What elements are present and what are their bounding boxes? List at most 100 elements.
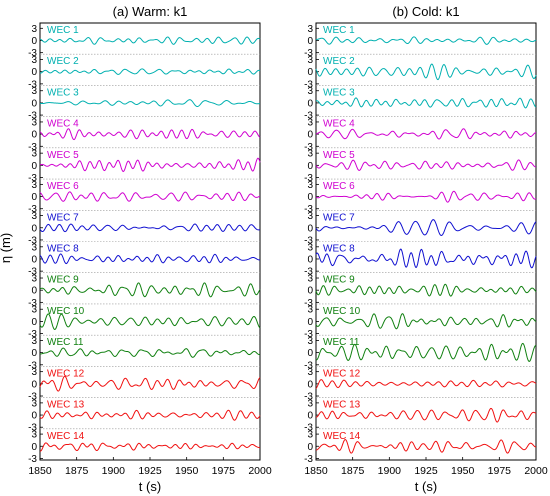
y-tick-label: 0 xyxy=(31,192,37,203)
y-tick-label: 0 xyxy=(307,411,313,422)
series-label: WEC 13 xyxy=(323,400,361,411)
series-label: WEC 8 xyxy=(47,244,79,255)
x-tick-label: 2000 xyxy=(248,465,272,477)
series-line-wec-2 xyxy=(39,68,261,75)
y-tick-label: 3 xyxy=(307,242,313,253)
chart-title: (a) Warm: k1 xyxy=(113,4,188,19)
y-tick-label: -3 xyxy=(304,454,313,465)
y-tick-label: 3 xyxy=(307,211,313,222)
x-tick-label: 1975 xyxy=(212,465,236,477)
series-line-wec-14 xyxy=(315,438,537,454)
series-label: WEC 11 xyxy=(47,337,84,348)
y-tick-label: 3 xyxy=(31,149,37,160)
y-tick-label: -3 xyxy=(304,298,313,309)
y-tick-label: -3 xyxy=(28,298,37,309)
y-tick-label: -3 xyxy=(304,392,313,403)
series-label: WEC 6 xyxy=(323,181,355,192)
series-line-wec-4 xyxy=(39,128,261,141)
x-tick-label: 1850 xyxy=(28,465,52,477)
x-tick-label: 2000 xyxy=(524,465,548,477)
y-tick-label: 0 xyxy=(307,192,313,203)
series-line-wec-2 xyxy=(315,63,537,81)
series-line-wec-11 xyxy=(315,342,537,362)
y-tick-label: 3 xyxy=(307,117,313,128)
series-line-wec-8 xyxy=(39,253,261,265)
y-tick-label: 0 xyxy=(307,36,313,47)
series-label: WEC 7 xyxy=(47,212,79,223)
x-tick-label: 1975 xyxy=(488,465,512,477)
series-line-wec-3 xyxy=(315,97,537,109)
y-tick-label: 3 xyxy=(31,55,37,66)
y-tick-label: 0 xyxy=(307,98,313,109)
x-axis-label: t (s) xyxy=(139,479,161,494)
x-tick-label: 1950 xyxy=(451,465,475,477)
y-tick-label: -3 xyxy=(304,142,313,153)
series-line-wec-11 xyxy=(39,347,261,358)
y-tick-label: 3 xyxy=(31,180,37,191)
series-line-wec-5 xyxy=(315,159,537,171)
y-tick-label: -3 xyxy=(28,423,37,434)
series-line-wec-12 xyxy=(315,379,537,389)
y-tick-label: -3 xyxy=(304,267,313,278)
series-label: WEC 1 xyxy=(323,25,355,36)
y-tick-label: 3 xyxy=(307,398,313,409)
y-tick-label: 3 xyxy=(307,430,313,441)
y-tick-label: 3 xyxy=(31,336,37,347)
y-tick-label: -3 xyxy=(28,173,37,184)
x-tick-label: 1950 xyxy=(175,465,199,477)
y-tick-label: 0 xyxy=(307,348,313,359)
y-tick-label: 0 xyxy=(307,161,313,172)
y-tick-label: 0 xyxy=(307,254,313,265)
series-line-wec-9 xyxy=(315,283,537,297)
series-line-wec-14 xyxy=(39,442,261,452)
x-tick-label: 1875 xyxy=(65,465,89,477)
y-tick-label: -3 xyxy=(28,79,37,90)
series-line-wec-6 xyxy=(39,191,261,202)
series-line-wec-1 xyxy=(315,36,537,45)
series-label: WEC 10 xyxy=(323,306,361,317)
y-tick-label: 3 xyxy=(31,86,37,97)
y-tick-label: -3 xyxy=(28,48,37,59)
y-tick-label: -3 xyxy=(304,111,313,122)
series-label: WEC 3 xyxy=(323,87,355,98)
y-tick-label: -3 xyxy=(28,360,37,371)
y-tick-label: 0 xyxy=(307,130,313,141)
y-tick-label: 3 xyxy=(31,430,37,441)
y-tick-label: 3 xyxy=(31,398,37,409)
x-axis-label: t (s) xyxy=(415,479,437,494)
y-axis-label: η (m) xyxy=(0,233,13,263)
y-tick-label: 3 xyxy=(31,274,37,285)
y-tick-label: 0 xyxy=(31,317,37,328)
y-tick-label: 3 xyxy=(307,24,313,35)
y-tick-label: -3 xyxy=(304,204,313,215)
y-tick-label: 0 xyxy=(31,67,37,78)
y-tick-label: 0 xyxy=(307,317,313,328)
y-tick-label: 3 xyxy=(307,336,313,347)
series-line-wec-13 xyxy=(39,409,261,421)
y-tick-label: 0 xyxy=(31,98,37,109)
y-tick-label: 0 xyxy=(31,286,37,297)
series-label: WEC 2 xyxy=(47,56,79,67)
series-label: WEC 4 xyxy=(323,119,355,130)
y-tick-label: 0 xyxy=(31,36,37,47)
series-line-wec-10 xyxy=(315,313,537,330)
series-line-wec-7 xyxy=(39,223,261,233)
y-tick-label: -3 xyxy=(28,392,37,403)
series-label: WEC 14 xyxy=(323,431,361,442)
series-label: WEC 10 xyxy=(47,306,85,317)
y-tick-label: -3 xyxy=(304,48,313,59)
y-tick-label: -3 xyxy=(28,204,37,215)
series-line-wec-5 xyxy=(39,157,261,173)
y-tick-label: -3 xyxy=(304,173,313,184)
y-tick-label: 0 xyxy=(31,161,37,172)
y-tick-label: 0 xyxy=(31,348,37,359)
series-line-wec-13 xyxy=(315,407,537,423)
series-line-wec-1 xyxy=(39,36,261,45)
series-line-wec-10 xyxy=(39,313,261,331)
series-line-wec-9 xyxy=(39,282,261,298)
y-tick-label: 0 xyxy=(307,223,313,234)
series-label: WEC 12 xyxy=(323,368,361,379)
x-tick-label: 1850 xyxy=(304,465,328,477)
series-line-wec-7 xyxy=(315,219,537,237)
